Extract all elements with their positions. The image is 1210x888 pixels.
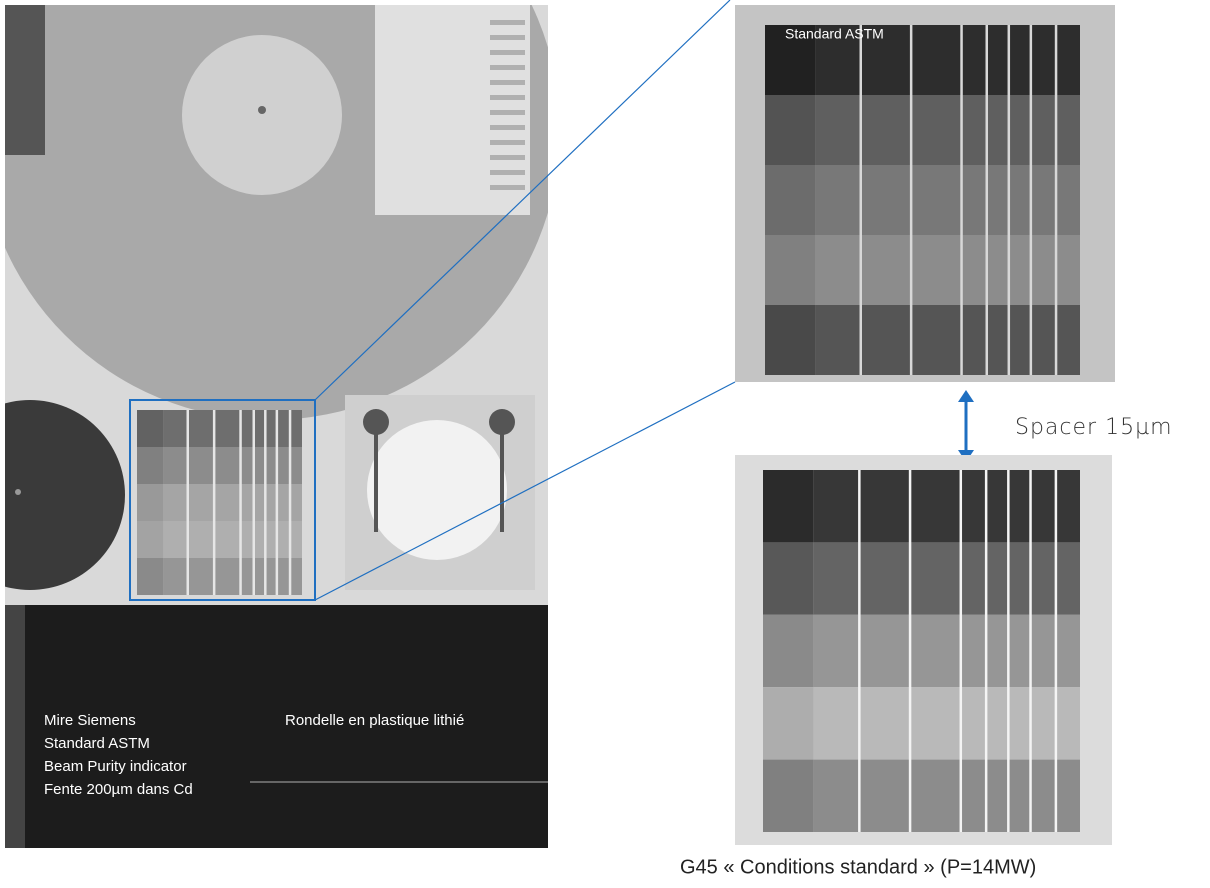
slit [264,410,267,595]
edge [5,605,25,848]
legend-item: Rondelle en plastique lithié [285,712,464,729]
marker [374,432,378,532]
step [815,235,1080,305]
step [814,615,1080,687]
caption: G45 « Conditions standard » (P=14MW) [680,856,1036,878]
step [763,615,814,687]
step [765,305,815,375]
legend-item: Fente 200µm dans Cd [44,781,193,798]
page: Mire Siemens Standard ASTM Beam Purity i… [0,0,1210,888]
step [765,235,815,305]
slit [1055,470,1058,832]
astm-zoom [765,25,1080,375]
slit [960,25,963,375]
dot [15,489,21,495]
slit [1008,25,1011,375]
slit [909,470,912,832]
step [765,165,815,235]
grating-bar [490,110,525,115]
step [163,558,302,595]
slit [213,410,216,595]
slit [1030,25,1033,375]
grating-bar [490,140,525,145]
step [137,447,163,484]
step [163,521,302,558]
slit [253,410,256,595]
step [765,95,815,165]
grating-bar [490,125,525,130]
figure: Mire Siemens Standard ASTM Beam Purity i… [0,0,1210,884]
slit [1029,470,1032,832]
step [763,687,814,759]
grating-bar [490,65,525,70]
slit [858,470,861,832]
grating-bar [490,20,525,25]
grating-bar [490,50,525,55]
step [814,760,1080,832]
marker [363,409,389,435]
slit [187,410,190,595]
grating-bar [490,80,525,85]
grating-bar [490,95,525,100]
grating-bar [490,185,525,190]
astm-reference [763,470,1080,832]
inner-disc [182,35,342,195]
dot [258,106,266,114]
grating-bar [490,35,525,40]
spacer-label: Spacer 15µm [1015,415,1173,440]
grating-bar [490,170,525,175]
slit [1055,25,1058,375]
step [137,484,163,521]
step [763,760,814,832]
step [763,542,814,614]
legend-item: Mire Siemens [44,712,136,729]
step [815,95,1080,165]
slit [239,410,242,595]
image-label: Standard ASTM [785,26,884,42]
legend-item: Standard ASTM [44,735,150,752]
step [137,410,163,447]
step [763,470,814,542]
slit [985,470,988,832]
grating-bar [490,155,525,160]
marker [489,409,515,435]
arrow-head [958,390,974,402]
radiograph: Mire Siemens Standard ASTM Beam Purity i… [0,0,560,848]
step [137,521,163,558]
step [815,165,1080,235]
step [163,410,302,447]
slit [960,470,963,832]
step [814,687,1080,759]
step [163,447,302,484]
astm-small [137,410,302,595]
step [814,542,1080,614]
slit [910,25,913,375]
step [137,558,163,595]
plastic-washer [367,420,507,560]
slit [276,410,279,595]
slit [860,25,863,375]
legend-item: Beam Purity indicator [44,758,187,775]
step [163,484,302,521]
slit [986,25,989,375]
step [814,470,1080,542]
step [815,305,1080,375]
marker [500,432,504,532]
slit [1007,470,1010,832]
slit [289,410,292,595]
edge [5,5,45,155]
